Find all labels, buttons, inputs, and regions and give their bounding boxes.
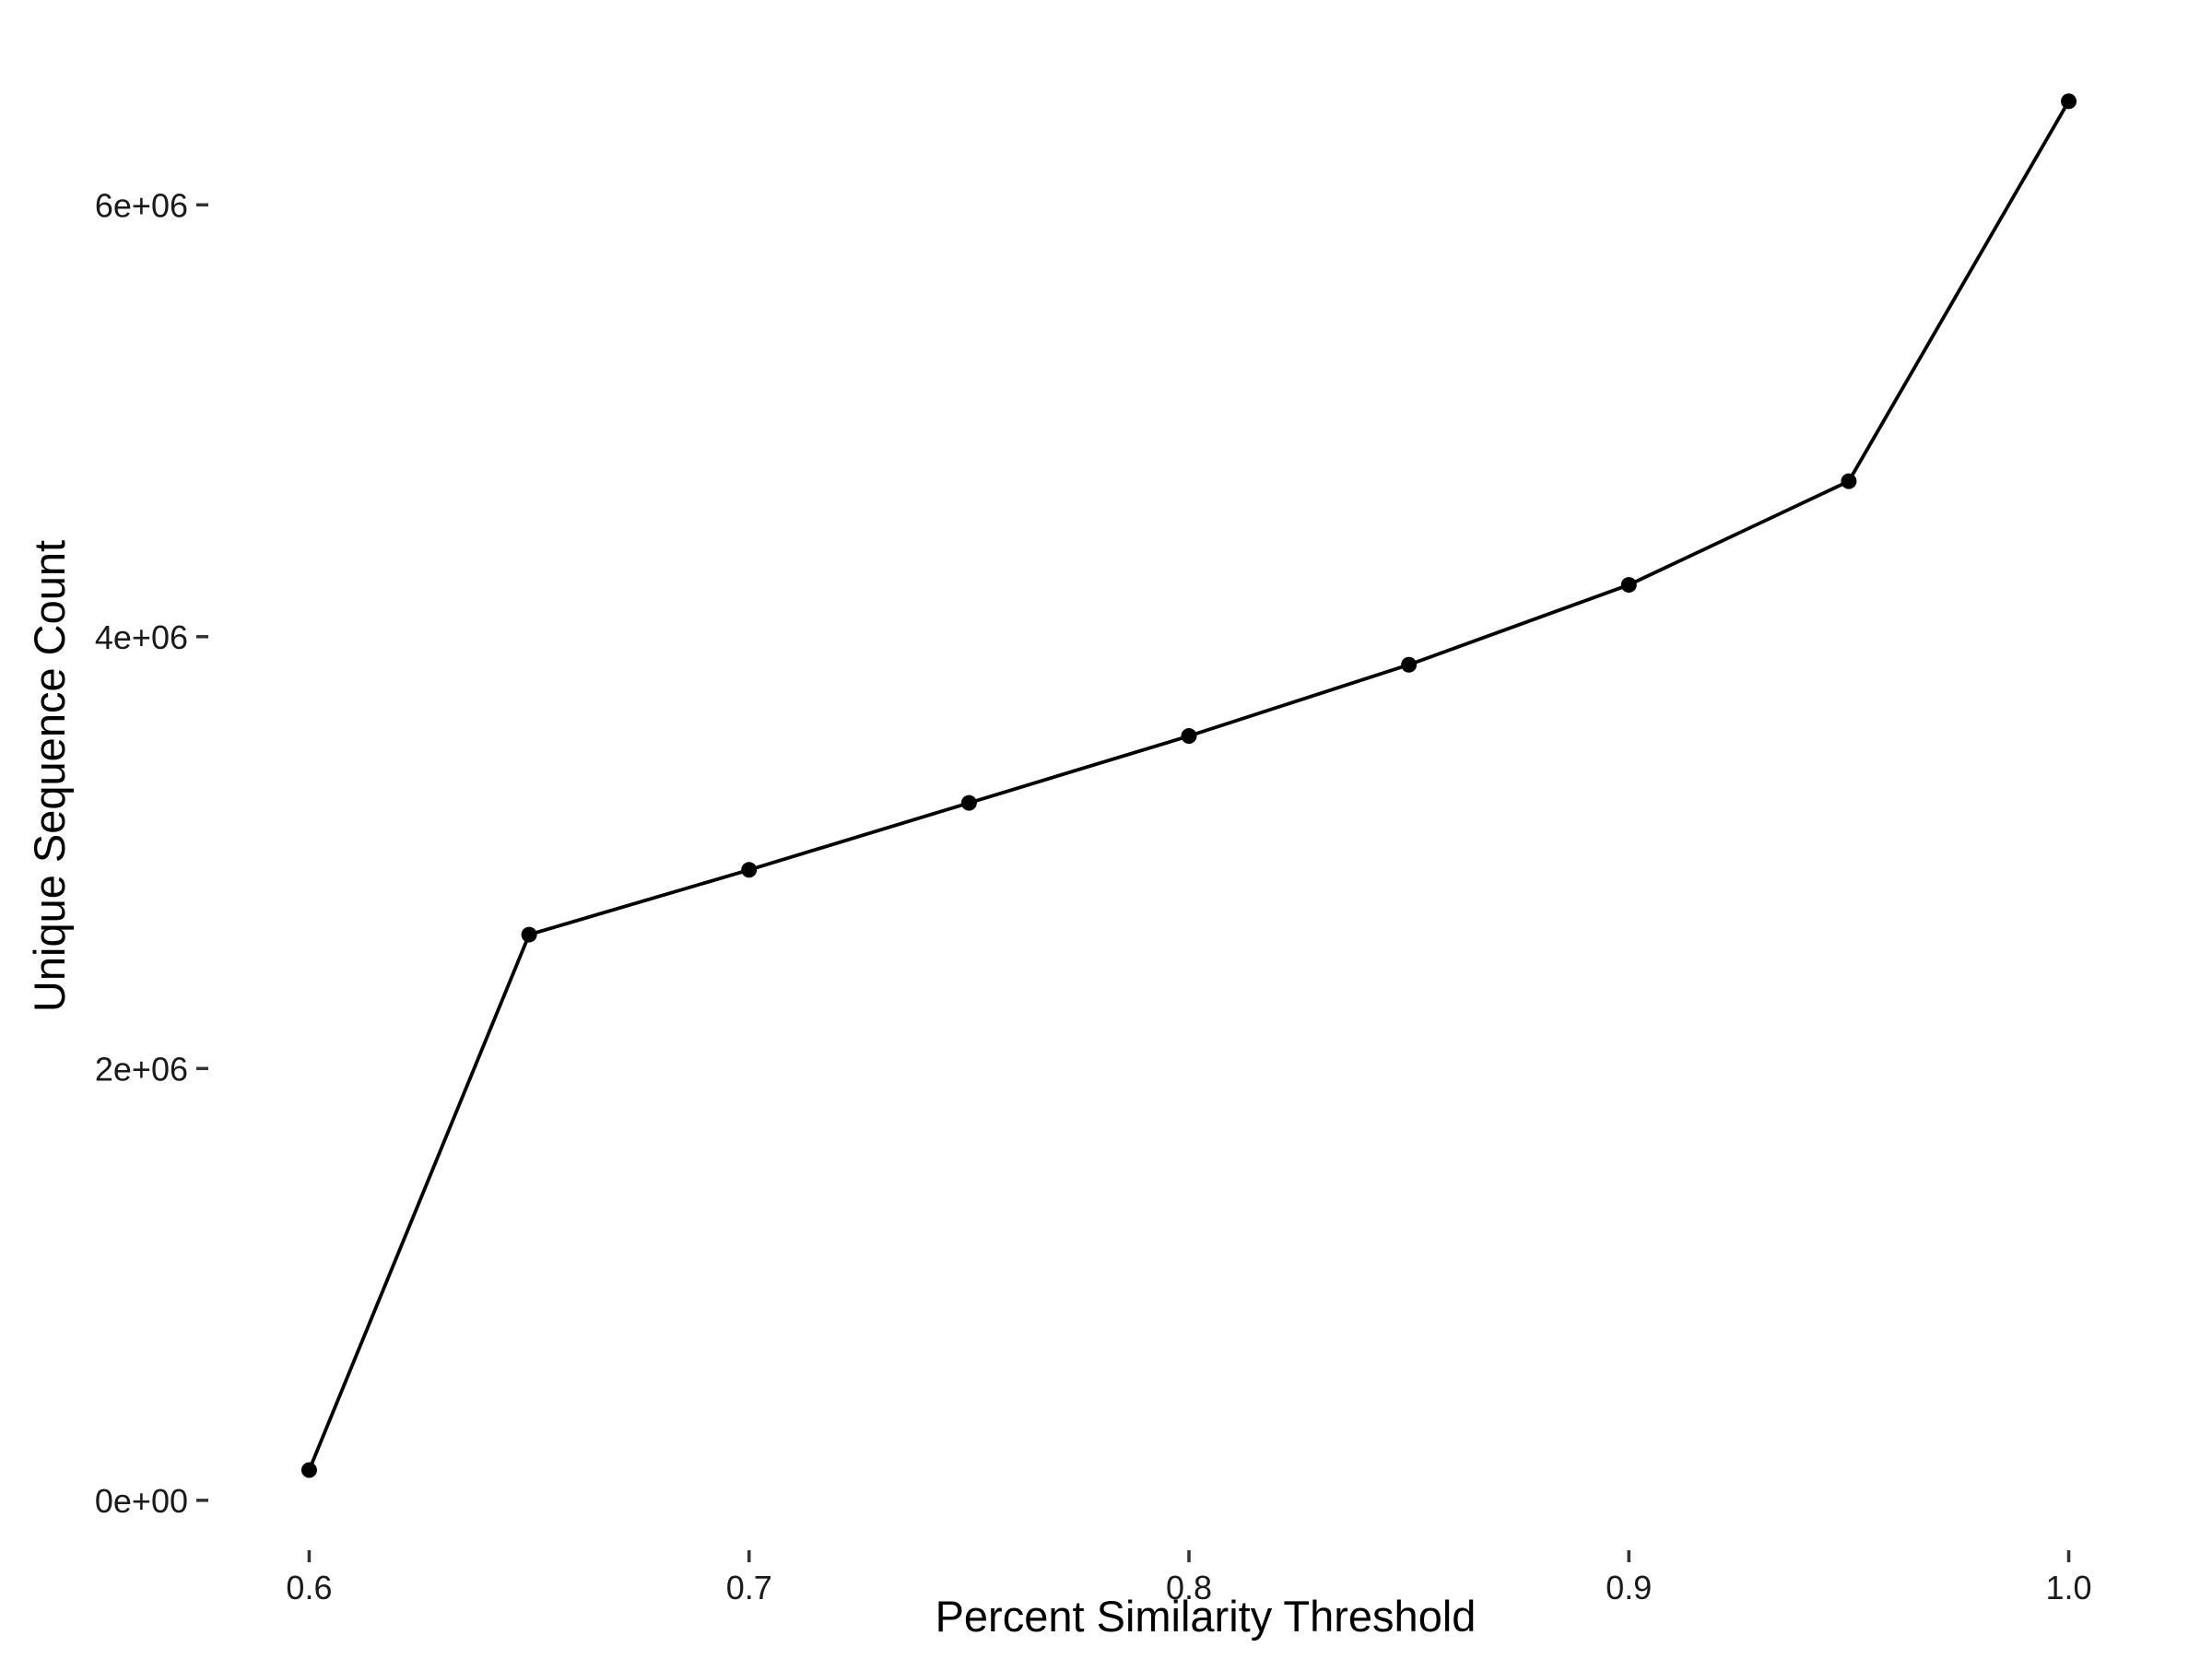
x-axis-title: Percent Similarity Threshold [935,1592,1477,1641]
y-tick-label: 4e+06 [95,618,188,656]
plot-area [300,93,2077,1478]
data-point [741,862,758,878]
data-point [1620,577,1637,594]
data-point [1841,473,1857,489]
y-axis-title: Unique Sequence Count [25,540,74,1012]
y-tick-label: 2e+06 [95,1050,188,1088]
x-tick-label: 0.8 [1166,1569,1212,1606]
data-point [960,794,977,811]
x-axis: 0.6 0.7 0.8 0.9 1.0 [286,1550,2092,1606]
data-point [521,926,537,943]
series-line [307,100,2071,1471]
x-tick-label: 1.0 [2046,1569,2092,1606]
y-tick-label: 6e+06 [95,186,188,224]
data-point [2061,93,2077,110]
y-axis: 0e+00 2e+06 4e+06 6e+06 [95,186,208,1520]
data-point [1401,656,1418,673]
y-tick-label: 0e+00 [95,1482,188,1520]
x-tick-label: 0.6 [286,1569,332,1606]
data-point [1181,728,1197,745]
x-tick-label: 0.9 [1606,1569,1652,1606]
x-tick-label: 0.7 [726,1569,772,1606]
data-point [300,1462,317,1478]
